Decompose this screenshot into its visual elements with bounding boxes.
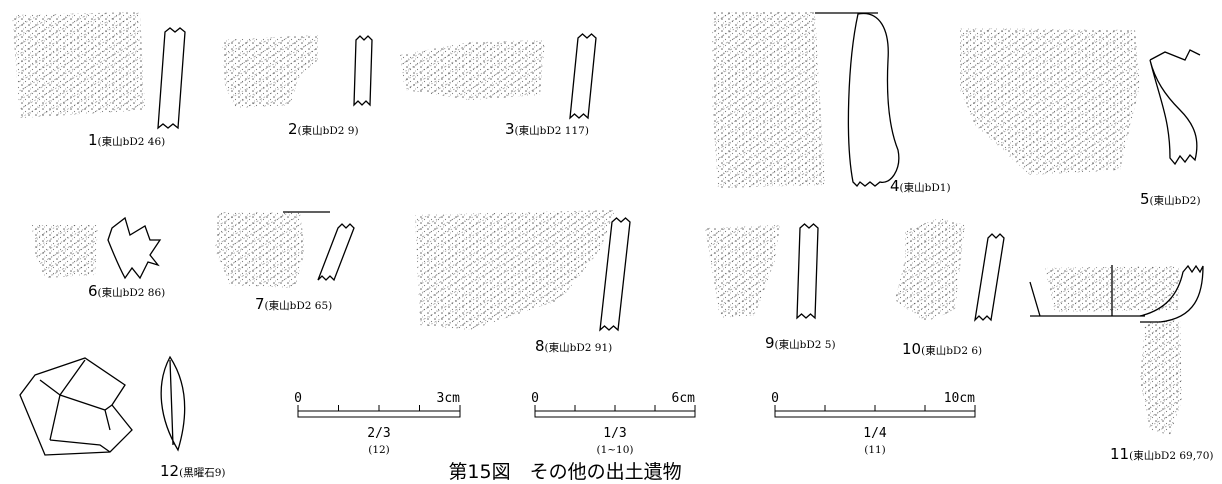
sherd-texture (1140, 320, 1182, 435)
cross-section (1149, 49, 1201, 166)
figure-number: 4 (890, 177, 900, 195)
scale-length: 3cm (437, 391, 461, 406)
figure-label: 2(東山bD2 9) (288, 120, 359, 138)
figure-number: 6 (88, 282, 98, 300)
sherd-texture (705, 225, 780, 318)
figure-labels: 1(東山bD2 46) 2(東山bD2 9) 3(東山bD2 117) 4(東山bD1… (88, 120, 1214, 480)
scale-bar (534, 405, 696, 418)
flake-scar (39, 359, 113, 453)
cross-section (353, 35, 373, 107)
cross-section (847, 12, 900, 187)
figure-label: 9(東山bD2 5) (765, 334, 836, 352)
provenance: (東山bD2 65) (265, 299, 333, 312)
stone-tool-side (160, 355, 186, 452)
figure-label: 5(東山bD2) (1140, 190, 1201, 208)
scale-ratio: 2/3 (367, 426, 390, 441)
provenance: (東山bD2 6) (921, 344, 982, 357)
scale-applies-to: (1~10) (596, 444, 633, 456)
scale-bar (297, 405, 461, 418)
figure-number: 9 (765, 334, 775, 352)
figure-number: 8 (535, 337, 545, 355)
sherd-texture (215, 212, 305, 288)
figure-number: 10 (902, 340, 921, 358)
sherd-texture (222, 35, 318, 108)
cross-section (569, 33, 597, 120)
provenance: (黒曜石9) (179, 467, 225, 479)
figure-number: 7 (255, 295, 265, 313)
figure-number: 2 (288, 120, 298, 138)
provenance: (東山bD1) (900, 181, 951, 194)
figure-number: 1 (88, 131, 98, 149)
scale-zero: 0 (771, 391, 779, 406)
figure-caption: 第15図 その他の出土遺物 (448, 461, 681, 483)
provenance: (東山bD2 9) (298, 124, 359, 137)
scale-bars: 0 3cm 2/3 (12) 0 6cm 1/3 (1~10) 0 10cm 1/4 (11) (294, 391, 976, 456)
scale-zero: 0 (294, 391, 302, 406)
cross-section (796, 223, 819, 320)
sherd-texture (895, 218, 965, 322)
sherd-texture (400, 40, 545, 100)
stone-tool (19, 357, 133, 456)
figure-label: 1(東山bD2 46) (88, 131, 165, 149)
provenance: (東山bD2 46) (98, 135, 166, 148)
cross-section (1139, 264, 1204, 323)
provenance: (東山bD2) (1150, 194, 1201, 207)
provenance: (東山bD2 86) (98, 286, 166, 299)
artifact-drawings (12, 12, 1204, 456)
scale-applies-to: (11) (864, 444, 886, 456)
figure-number: 12 (160, 462, 179, 480)
sherd-texture (712, 12, 825, 188)
figure-label: 3(東山bD2 117) (505, 120, 589, 138)
scale-zero: 0 (531, 391, 539, 406)
scale-ratio: 1/4 (863, 426, 887, 441)
figure-label: 4(東山bD1) (890, 177, 951, 195)
figure-number: 5 (1140, 190, 1150, 208)
figure-label: 11(東山bD2 69,70) (1110, 445, 1214, 463)
cross-section (599, 217, 631, 332)
sherd-texture (32, 225, 98, 278)
cross-section (317, 223, 355, 282)
scale-applies-to: (12) (368, 444, 390, 456)
provenance: (東山bD2 91) (545, 341, 613, 354)
figure-label: 10(東山bD2 6) (902, 340, 982, 358)
scale-ratio: 1/3 (603, 426, 626, 441)
sherd-texture (415, 210, 615, 330)
figure-label: 12(黒曜石9) (160, 462, 225, 480)
cross-section (107, 216, 162, 280)
sherd-texture (960, 28, 1140, 175)
provenance: (東山bD2 117) (515, 124, 589, 137)
figure-number: 11 (1110, 445, 1129, 463)
vessel-outline (1029, 265, 1145, 317)
figure-label: 6(東山bD2 86) (88, 282, 165, 300)
figure-label: 8(東山bD2 91) (535, 337, 612, 355)
figure-number: 3 (505, 120, 515, 138)
provenance: (東山bD2 69,70) (1129, 449, 1213, 462)
scale-length: 10cm (944, 391, 975, 406)
figure-label: 7(東山bD2 65) (255, 295, 332, 313)
cross-section (157, 27, 186, 130)
sherd-texture (12, 12, 145, 118)
scale-bar (774, 405, 976, 418)
scale-length: 6cm (672, 391, 696, 406)
provenance: (東山bD2 5) (775, 338, 836, 351)
cross-section (974, 233, 1005, 322)
